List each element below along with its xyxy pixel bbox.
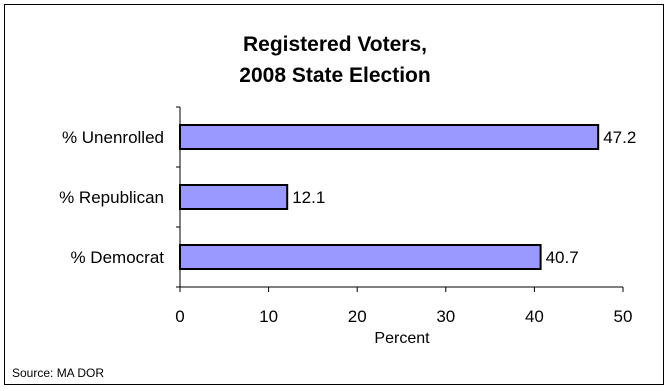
bar-republican (179, 184, 289, 210)
chart-title-line-2: 2008 State Election (239, 64, 431, 87)
x-tick-label: 50 (614, 307, 633, 326)
value-label: 40.7 (546, 248, 579, 267)
source-note: Source: MA DOR (12, 366, 105, 380)
value-label: 12.1 (292, 188, 325, 207)
x-axis-label: Percent (374, 330, 430, 347)
category-label: % Democrat (70, 248, 164, 267)
bar-democrat (179, 244, 542, 270)
x-tick-label: 30 (436, 307, 455, 326)
x-tick-label: 10 (259, 307, 278, 326)
bar-unenrolled (179, 124, 600, 150)
x-tick-label: 20 (348, 307, 367, 326)
value-label: 47.2 (603, 128, 636, 147)
axis-ticks: 0 10 20 30 40 50 (175, 106, 633, 326)
chart-frame (4, 4, 664, 385)
category-label: % Unenrolled (62, 128, 164, 147)
bars: % Unenrolled 47.2 % Republican 12.1 % Democr… (59, 124, 636, 270)
category-label: % Republican (59, 188, 164, 207)
x-tick-label: 40 (525, 307, 544, 326)
chart-title-line-1: Registered Voters, (242, 33, 427, 56)
x-tick-label: 0 (175, 307, 184, 326)
